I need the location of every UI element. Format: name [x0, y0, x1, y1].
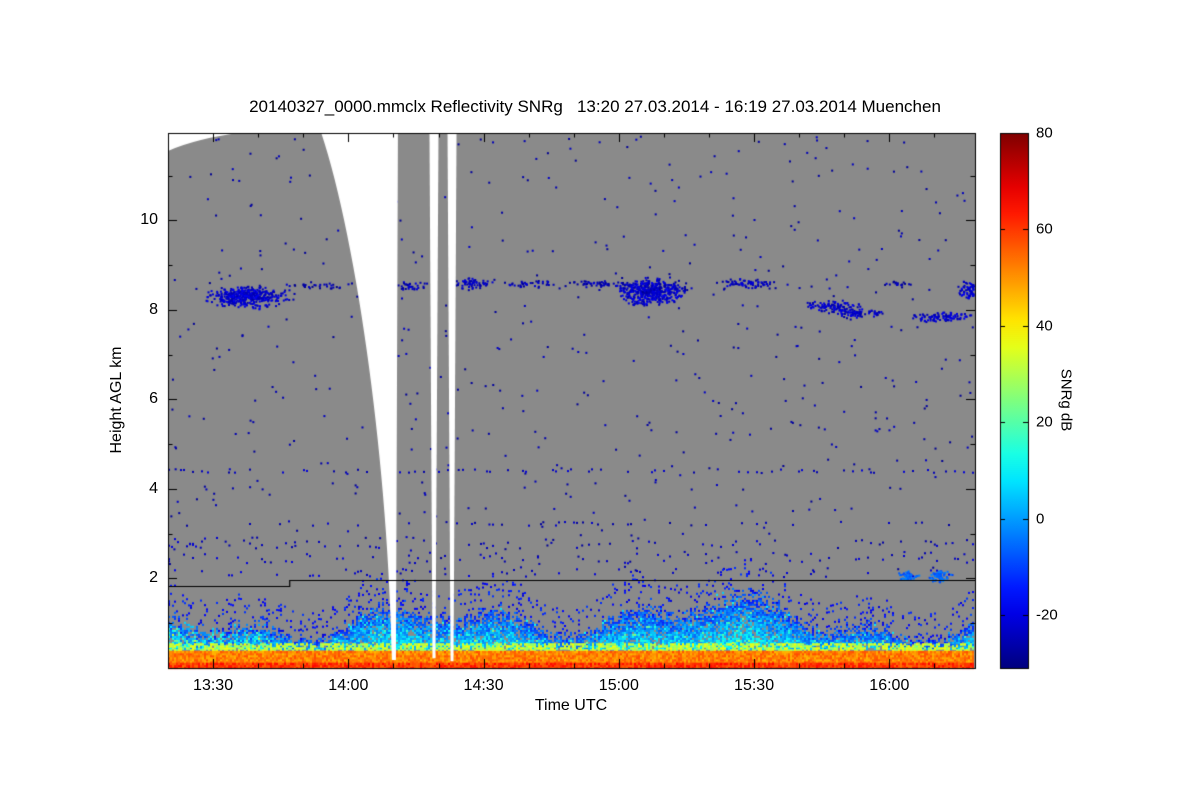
colorbar-tick-label: 60: [1036, 220, 1053, 238]
x-tick-label: 15:00: [598, 677, 639, 694]
colorbar-tick-label: 40: [1036, 317, 1053, 335]
x-tick-label: 14:30: [463, 677, 504, 694]
x-tick-label: 15:30: [734, 677, 775, 694]
x-tick-label: 16:00: [869, 677, 910, 694]
y-tick-label: 8: [149, 300, 158, 318]
colorbar-tick-label: -20: [1036, 606, 1058, 624]
x-tick-label: 13:30: [193, 677, 234, 694]
y-tick-label: 4: [149, 479, 158, 497]
colorbar-tick-label: 0: [1036, 510, 1045, 528]
y-tick-label: 10: [140, 211, 158, 229]
chart-title: 20140327_0000.mmclx Reflectivity SNRg 13…: [249, 97, 941, 116]
colorbar-label: SNRg dB: [1057, 368, 1075, 432]
x-tick-label: 14:00: [328, 677, 369, 694]
colorbar-tick-label: 20: [1036, 413, 1053, 431]
y-tick-label: 2: [149, 569, 158, 587]
y-tick-label: 6: [149, 390, 158, 408]
x-axis-label: Time UTC: [534, 697, 608, 714]
colorbar-tick-label: 80: [1036, 124, 1053, 142]
y-axis-label: Height AGL km: [108, 346, 125, 454]
